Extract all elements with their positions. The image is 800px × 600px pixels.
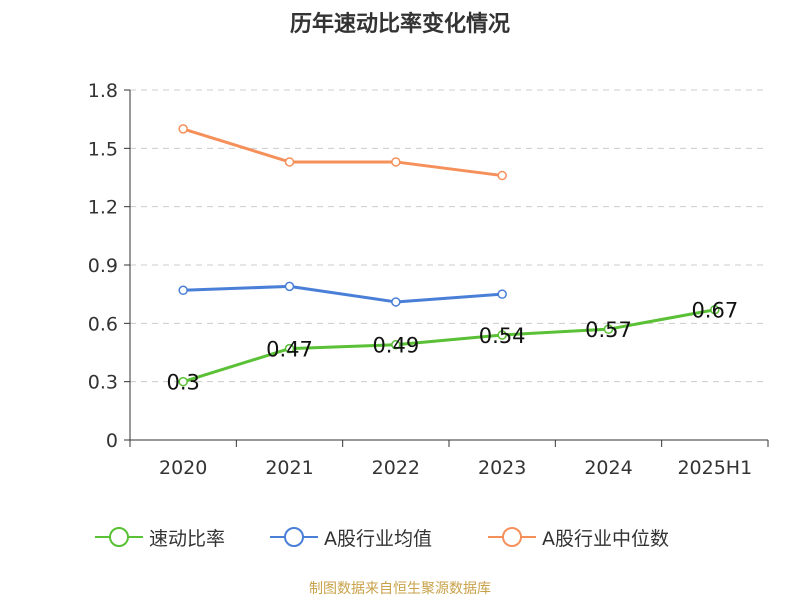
data-point[interactable] (284, 157, 295, 167)
data-point[interactable] (497, 289, 507, 299)
data-point[interactable] (497, 170, 507, 181)
y-tick-label: 0 (106, 430, 118, 452)
data-point[interactable] (603, 324, 614, 334)
legend-marker-icon (488, 527, 536, 547)
chart-title: 历年速动比率变化情况 (289, 12, 510, 37)
x-tick-label: 2024 (584, 457, 632, 479)
source-note: 制图数据来自恒生聚源数据库 (309, 581, 491, 597)
y-tick-label: 0.9 (88, 255, 118, 277)
y-tick-label: 1.5 (88, 138, 118, 160)
data-label: 0.57 (585, 318, 632, 342)
gridlines (130, 89, 768, 383)
data-point[interactable] (178, 376, 188, 387)
data-label: 0.49 (372, 334, 419, 358)
legend-marker-icon (270, 527, 318, 547)
x-tick-label: 2023 (478, 457, 526, 479)
legend-item-series-1[interactable]: A股行业均值 (270, 520, 432, 554)
legend-label: A股行业均值 (324, 527, 432, 550)
x-tick-label: 2021 (265, 457, 313, 479)
data-point[interactable] (391, 297, 401, 307)
data-labels: 0.3 0.47 0.49 0.54 0.57 0.67 (166, 299, 738, 395)
data-point[interactable] (178, 285, 188, 296)
series-line (182, 308, 716, 384)
y-tick-label: 0.6 (88, 313, 118, 335)
axes: 0 0.3 0.6 0.9 1.2 1.5 1.8 2020 2021 2022 2023 2024 2… (88, 80, 769, 479)
y-tick-label: 1.2 (88, 197, 118, 219)
data-point[interactable] (284, 343, 295, 354)
data-point[interactable] (391, 339, 401, 350)
legend-item-series-2[interactable]: A股行业中位数 (488, 520, 669, 554)
data-label: 0.54 (479, 324, 526, 348)
legend-label: A股行业中位数 (542, 527, 669, 550)
legend: 速动比率 A股行业均值 A股行业中位数 (0, 520, 800, 554)
y-tick-label: 1.8 (88, 80, 118, 102)
data-label: 0.47 (266, 338, 313, 362)
series-group (178, 124, 720, 387)
data-point[interactable] (710, 304, 720, 315)
data-point[interactable] (284, 281, 295, 292)
data-point[interactable] (178, 124, 188, 134)
y-tick-label: 0.3 (88, 372, 118, 394)
data-point[interactable] (391, 157, 401, 167)
legend-item-series-0[interactable]: 速动比率 (95, 520, 225, 554)
data-label: 0.67 (691, 299, 738, 323)
legend-marker-icon (95, 527, 143, 547)
x-tick-label: 2022 (372, 457, 420, 479)
x-tick-label: 2020 (159, 457, 207, 479)
x-tick-label: 2025H1 (677, 457, 752, 479)
data-label: 0.3 (166, 371, 199, 395)
series-line (183, 284, 503, 304)
legend-label: 速动比率 (149, 527, 226, 550)
data-point[interactable] (497, 330, 507, 340)
series-line (182, 127, 503, 178)
